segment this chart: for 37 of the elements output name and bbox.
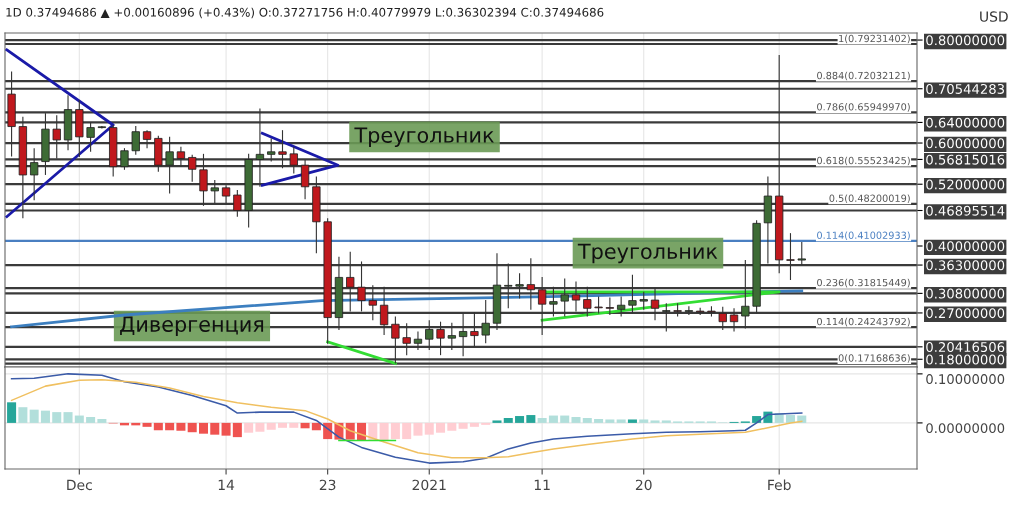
- y-tick-label: 0.46895514: [926, 205, 1005, 216]
- y-tick-label: 0.27000000: [926, 308, 1005, 319]
- ref-line-label: 0(0.17168636): [838, 354, 910, 363]
- y-tick-label: 0.60000000: [926, 138, 1005, 149]
- ref-line-label: 0.114(0.41002933): [817, 231, 910, 241]
- y-tick-label: 0.18000000: [926, 354, 1005, 365]
- x-tick-label: 14: [218, 479, 235, 490]
- x-tick-label: 20: [635, 479, 652, 491]
- x-tick-label: 2021: [412, 479, 446, 491]
- ref-line-label: 0.786(0.65949970): [817, 103, 910, 112]
- candlestick: [639, 291, 648, 311]
- y-tick-label: 0.36300000: [926, 260, 1005, 271]
- chart-title: 1D 0.37494686 ▲ +0.00160896 (+0.43%) O:0.37271756 H:0.40779979 L:0.36302394 C:0.37494686: [6, 7, 604, 19]
- y-tick-label: 0.70544283: [926, 83, 1005, 94]
- x-tick-label: 11: [534, 479, 550, 490]
- annotation: Дивергенция: [120, 316, 264, 336]
- x-tick-label: 23: [319, 479, 336, 491]
- annotation: Треугольник: [354, 127, 494, 147]
- y-tick-label: 0.64000000: [926, 117, 1005, 128]
- x-tick-label: Feb: [768, 479, 791, 491]
- ref-line-label: 0.884(0.72032121): [817, 71, 910, 81]
- x-tick-label: Dec: [67, 479, 92, 491]
- annotation: Треугольник: [577, 243, 718, 264]
- y-tick-label: 0.10000000: [926, 374, 1005, 385]
- ref-line-label: 1(0.79231402): [839, 34, 910, 44]
- y-tick-label: 0.80000000: [926, 35, 1005, 46]
- ref-line-label: 0.114(0.24243792): [817, 317, 910, 327]
- y-tick-label: 0.56815016: [926, 154, 1005, 165]
- text: USD: [980, 11, 1008, 22]
- y-tick-label: 0.40000000: [926, 241, 1005, 252]
- y-tick-label: 0.52000000: [926, 179, 1005, 190]
- ref-line-label: 0.618(0.55523425): [817, 156, 910, 166]
- y-tick-label: 0.30800000: [926, 288, 1005, 299]
- ref-line-label: 0.236(0.31815449): [817, 278, 910, 288]
- y-tick-label: 0.20416506: [926, 342, 1005, 353]
- ref-line-label: 0.5(0.48200019): [829, 194, 910, 204]
- y-tick-label: 0.00000000: [926, 423, 1005, 434]
